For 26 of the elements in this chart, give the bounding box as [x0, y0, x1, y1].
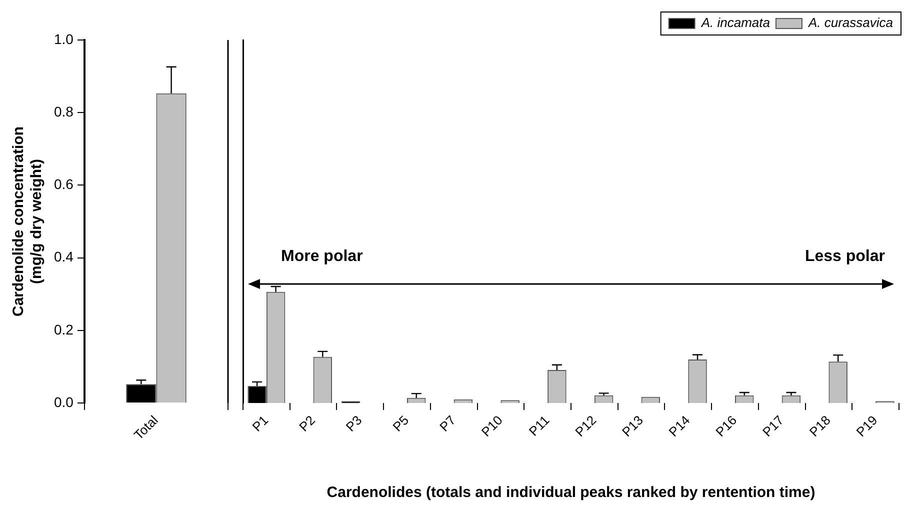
annotation: Less polar [804, 248, 885, 266]
legend-label: A. incamata [700, 15, 770, 30]
x-tick-label: P5 [390, 412, 412, 434]
y-tick-label: 1.0 [54, 30, 74, 47]
annotation: More polar [281, 248, 363, 266]
legend-label: A. curassavica [807, 15, 894, 30]
x-tick-label: P2 [296, 412, 318, 434]
x-tick-label: P1 [249, 412, 272, 434]
x-tick-label: P19 [853, 412, 880, 440]
x-axis-title: Cardenolides (totals and individual peaks ranked by rentention time) [326, 484, 816, 502]
x-tick-label: P12 [572, 412, 600, 440]
x-tick-label: P17 [760, 412, 787, 440]
x-tick-label: P10 [478, 412, 506, 440]
y-axis-title: Cardenolide concentration (mg/g dry weight) [10, 126, 46, 317]
x-tick-label: P7 [436, 412, 459, 434]
x-tick-label: P3 [342, 412, 365, 434]
x-tick-label: P11 [526, 412, 552, 439]
x-tick-label: P18 [806, 412, 834, 440]
y-tick-label: 0.2 [54, 321, 74, 338]
x-tick-label: P16 [712, 412, 740, 440]
x-tick-label: P13 [618, 412, 646, 440]
y-tick-label: 0.4 [54, 248, 74, 265]
y-tick-label: 0.0 [54, 394, 74, 410]
x-tick-label: P14 [666, 412, 693, 440]
y-tick-label: 0.6 [54, 176, 74, 192]
y-tick-label: 0.8 [54, 103, 74, 120]
